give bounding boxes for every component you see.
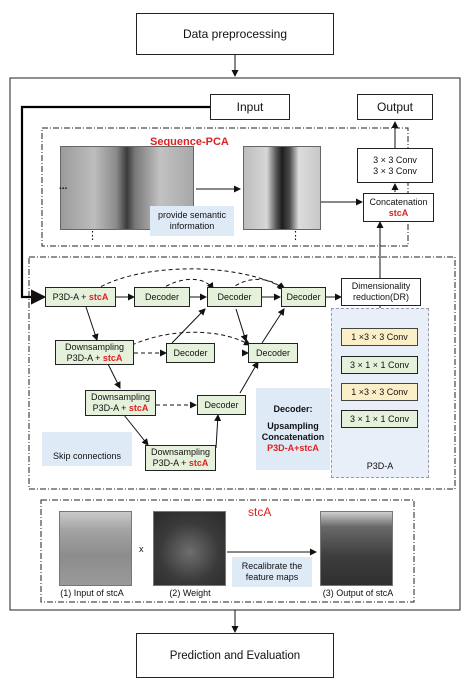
p3d-conv-3: 1 ×3 × 3 Conv (341, 383, 418, 401)
p3d-conv-4: 3 × 1 × 1 Conv (341, 410, 418, 428)
stca-section-title: stcA (248, 505, 272, 519)
recalibrate-note: Recalibrate the feature maps (232, 557, 312, 587)
stca-label-1: stcA (88, 291, 109, 302)
concatenation-label: Concatenation (369, 196, 428, 207)
conv-3x3-line2: 3 × 3 Conv (373, 165, 417, 176)
dr-line2: reduction(DR) (352, 292, 410, 302)
decoder-legend-line2: Concatenation (261, 432, 325, 442)
caption-weight: (2) Weight (169, 588, 211, 598)
downsampling-label-2: Downsampling (90, 392, 151, 402)
decoder-block-4: Decoder (166, 343, 215, 363)
multiply-sign: x (139, 544, 144, 554)
stca-label-3: stcA (128, 403, 149, 413)
decoder-block-3: Decoder (281, 287, 326, 307)
output-label: Output (376, 100, 414, 114)
conv-3x3-line1: 3 × 3 Conv (373, 154, 417, 165)
stca-output-image (320, 511, 393, 586)
decoder-block-1: Decoder (134, 287, 190, 307)
downsampling-label-3: Downsampling (150, 447, 211, 457)
data-preprocessing-label: Data preprocessing (182, 27, 288, 41)
p3d-conv-1: 1 ×3 × 3 Conv (341, 328, 418, 346)
decoder-label-2: Decoder (217, 291, 252, 302)
downsampling-label-1: Downsampling (64, 341, 125, 352)
p3d-stca-block-1: P3D-A + stcA (45, 287, 116, 307)
concatenation-stca: stcA (388, 207, 409, 218)
horizontal-dots: ... (59, 181, 68, 192)
skip-legend (42, 432, 132, 466)
p3d-label-1: P3D-A + (52, 291, 87, 302)
stca-weight-image (153, 511, 226, 586)
concatenation-box: Concatenation stcA (363, 193, 434, 222)
skip-legend-label: Skip connections (52, 451, 122, 461)
p3d-conv-4-label: 3 × 1 × 1 Conv (349, 413, 410, 424)
input-label: Input (236, 100, 264, 114)
decoder-legend-title: Decoder: (273, 404, 313, 414)
p3d-label-2: P3D-A + (66, 352, 103, 363)
data-preprocessing-box: Data preprocessing (136, 13, 334, 55)
caption-output: (3) Output of stcA (322, 588, 394, 598)
decoder-block-5: Decoder (248, 343, 298, 363)
decoder-label-1: Decoder (144, 291, 180, 302)
p3d-conv-3-label: 1 ×3 × 3 Conv (351, 386, 408, 397)
stca-label-4: stcA (188, 458, 209, 468)
decoder-label-4: Decoder (173, 347, 208, 358)
stca-label-2: stcA (102, 352, 123, 363)
p3d-a-title: P3D-A (366, 461, 394, 471)
downsampling-block-1: Downsampling P3D-A + stcA (55, 340, 134, 365)
p3d-conv-2-label: 3 × 1 × 1 Conv (349, 359, 410, 370)
caption-input: (1) Input of stcA (60, 588, 124, 598)
sequence-pca-title: Sequence-PCA (150, 136, 229, 148)
downsampling-block-3: Downsampling P3D-A + stcA (145, 445, 216, 471)
conv-3x3-box: 3 × 3 Conv 3 × 3 Conv (357, 148, 433, 183)
p3d-conv-1-label: 1 ×3 × 3 Conv (351, 331, 408, 342)
decoder-label-3: Decoder (286, 291, 321, 302)
p3d-label-3: P3D-A + (92, 403, 129, 413)
output-box: Output (357, 94, 433, 120)
stca-input-image (59, 511, 132, 586)
vertical-dots-right: ⋮ (290, 230, 301, 242)
semantic-info-text: provide semantic information (157, 210, 227, 231)
decoder-label-5: Decoder (255, 347, 291, 358)
vertical-dots-left: ⋮ (87, 230, 98, 242)
prediction-evaluation-box: Prediction and Evaluation (136, 633, 334, 678)
downsampling-block-2: Downsampling P3D-A + stcA (85, 390, 156, 416)
prediction-evaluation-label: Prediction and Evaluation (169, 649, 301, 662)
dr-line1: Dimensionality (351, 281, 411, 291)
semantic-info-note: provide semantic information (150, 206, 234, 236)
decoder-legend-line1: Upsampling (267, 421, 319, 431)
pca-output-image (243, 146, 321, 230)
recalibrate-text: Recalibrate the feature maps (241, 561, 303, 582)
decoder-block-6: Decoder (197, 395, 246, 415)
input-box: Input (210, 94, 290, 120)
dimensionality-reduction-box: Dimensionality reduction(DR) (341, 278, 421, 306)
decoder-legend: Decoder: Upsampling Concatenation P3D-A+… (256, 388, 330, 470)
decoder-legend-line3: P3D-A+stcA (267, 443, 319, 453)
decoder-label-6: Decoder (204, 399, 239, 410)
p3d-conv-2: 3 × 1 × 1 Conv (341, 356, 418, 374)
decoder-block-2: Decoder (207, 287, 262, 307)
p3d-label-4: P3D-A + (152, 458, 189, 468)
